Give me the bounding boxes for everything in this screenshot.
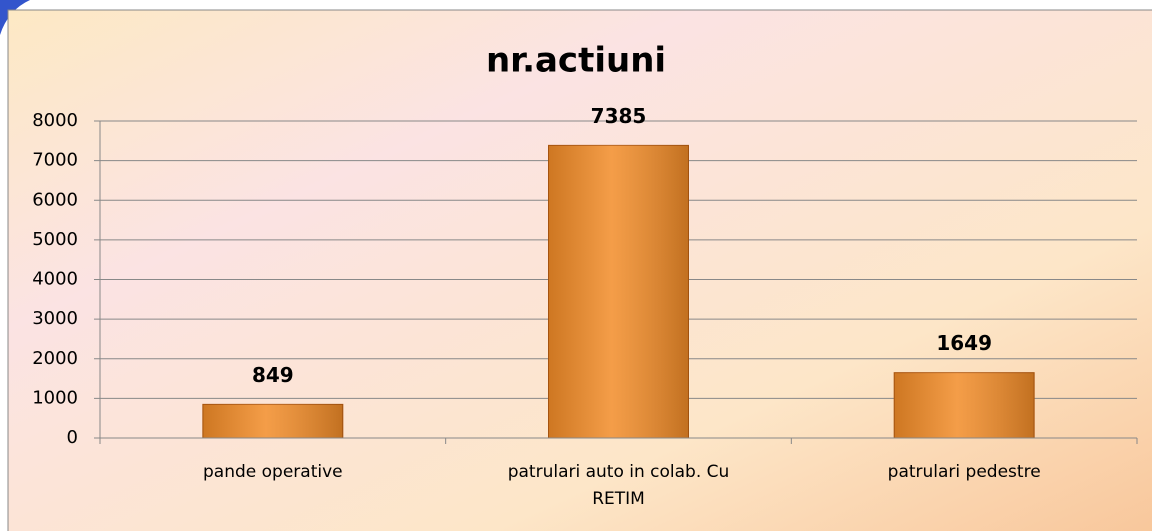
bar	[549, 145, 689, 438]
data-label: 849	[252, 363, 294, 387]
data-label: 7385	[591, 104, 647, 128]
x-tick-label: patrulari auto in colab. Cu RETIM	[494, 459, 744, 513]
y-tick-label: 7000	[32, 150, 78, 171]
y-tick-label: 0	[67, 427, 78, 448]
y-tick-label: 4000	[32, 269, 78, 290]
data-label: 1649	[936, 331, 992, 355]
y-tick-label: 1000	[32, 387, 78, 408]
y-tick-label: 8000	[32, 110, 78, 131]
chart: nr.actiuni 0 1000 2000 3000 4000 5000 6000 7000…	[0, 0, 1152, 531]
bar	[894, 373, 1034, 438]
x-tick-label: patrulari pedestre	[839, 459, 1089, 486]
y-tick-label: 2000	[32, 348, 78, 369]
page: nr.actiuni 0 1000 2000 3000 4000 5000 6000 7000…	[0, 0, 1152, 531]
y-tick-label: 6000	[32, 189, 78, 210]
x-tick-label: pande operative	[148, 459, 398, 486]
y-tick-label: 3000	[32, 308, 78, 329]
bar	[203, 404, 343, 438]
y-tick-label: 5000	[32, 229, 78, 250]
chart-title: nr.actiuni	[486, 41, 666, 81]
